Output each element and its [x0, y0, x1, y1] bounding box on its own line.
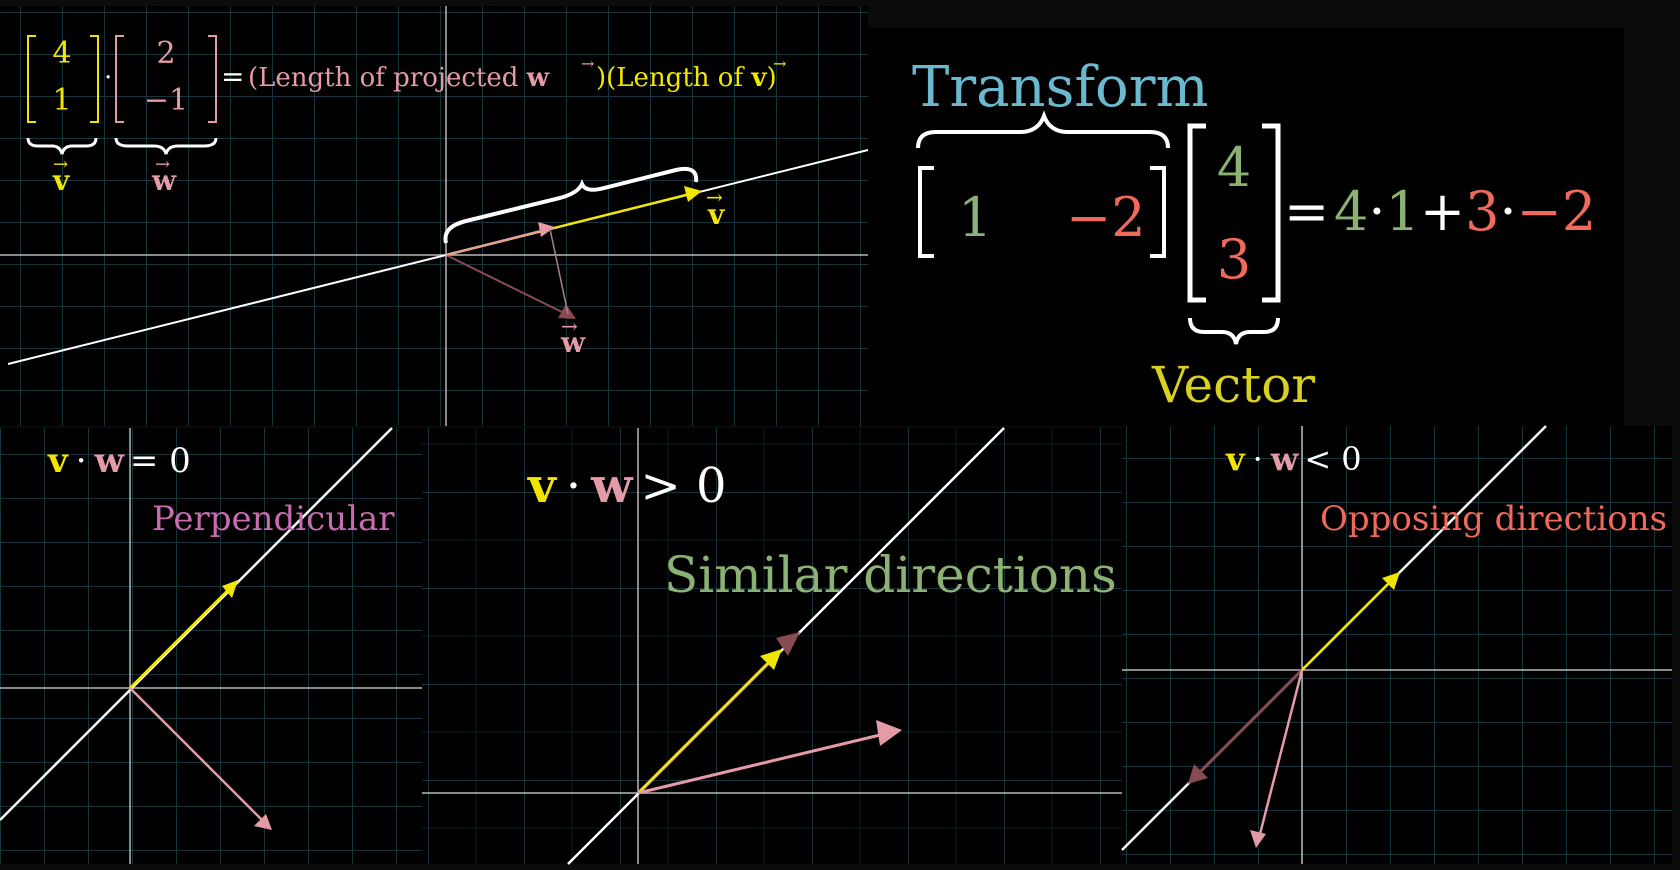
row-entry-2: −2 [1066, 186, 1146, 249]
panel-top-left: v → w → 4 1 · 2 −1 = (Length of projecte… [0, 6, 869, 426]
caption: Opposing directions [1320, 499, 1667, 539]
equals-sign: = [221, 60, 244, 93]
w-vector-head [1250, 830, 1266, 848]
v-entry-2: 1 [52, 83, 71, 118]
projected-w-vector [445, 229, 545, 256]
dot-operator: · [104, 63, 112, 93]
w-vector-head [254, 814, 272, 830]
label-w: w [560, 326, 586, 359]
transform-brace [916, 110, 1170, 149]
result-equals: = [1284, 180, 1329, 243]
v-entry-1: 4 [52, 36, 71, 71]
projected-w-head [538, 222, 555, 237]
panel-top-right: Transform 1 −2 4 3 = 4·1+3·−2 Vector [868, 28, 1624, 426]
w-entry-1: 2 [156, 36, 175, 71]
w-entry-2: −1 [144, 83, 188, 118]
w-vector [637, 733, 881, 795]
equation: v · w < 0 [1225, 440, 1362, 478]
w-projection-head [1188, 764, 1208, 784]
row-matrix-left-bracket [918, 166, 934, 258]
term-projected-length: (Length of projected w [248, 63, 550, 93]
v-vector-head [760, 649, 782, 670]
v-matrix: 4 1 [27, 35, 99, 123]
vector-label: Vector [1151, 356, 1315, 414]
w-under-label: w [151, 164, 177, 197]
v-vector [1301, 581, 1391, 671]
projection-drop-line [549, 228, 569, 315]
w-matrix: 2 −1 [115, 35, 217, 123]
length-brace [443, 166, 699, 244]
v-vector [129, 587, 231, 689]
col-vector-right-bracket [1262, 123, 1281, 303]
panel-bottom-left: v · w = 0 Perpendicular [0, 427, 422, 864]
label-v-arrow: → [706, 185, 723, 209]
caption: Perpendicular [152, 499, 395, 539]
v-brace [26, 137, 98, 155]
col-vector-left-bracket [1187, 123, 1206, 303]
v-vector-head [684, 186, 702, 202]
caption: Similar directions [664, 546, 1117, 604]
w-vector [445, 254, 567, 315]
v-under-label: v [52, 164, 70, 197]
reference-line [0, 427, 393, 821]
w-under-arrow: → [155, 154, 170, 175]
w-projection-vector [1198, 668, 1304, 774]
term-w-arrow: → [581, 54, 594, 73]
w-vector [1258, 669, 1304, 835]
row-entry-1: 1 [958, 186, 992, 249]
w-vector [129, 687, 263, 821]
row-matrix-right-bracket [1150, 166, 1166, 258]
result-expression: 4·1+3·−2 [1334, 180, 1596, 243]
label-w-arrow: → [561, 314, 578, 338]
v-vector-head [1382, 572, 1400, 590]
term-v-length: )(Length of v) [596, 63, 777, 93]
w-projection-head [776, 632, 800, 656]
panel-bottom-right: v · w < 0 Opposing directions [1121, 425, 1672, 864]
transform-label: Transform [912, 55, 1209, 120]
v-under-arrow: → [53, 154, 68, 175]
w-brace [114, 137, 218, 155]
v-vector [637, 658, 773, 794]
col-entry-2: 3 [1217, 228, 1251, 291]
w-vector-head [876, 720, 902, 746]
term-v-arrow: → [773, 54, 786, 73]
col-entry-1: 4 [1217, 136, 1251, 199]
vector-brace [1188, 317, 1280, 345]
label-v: v [707, 198, 725, 231]
projection-line [7, 149, 869, 365]
equation: v · w > 0 [527, 458, 727, 514]
equation: v · w = 0 [47, 441, 191, 481]
v-vector-head [222, 580, 238, 598]
panel-bottom-middle: v · w > 0 Similar directions [422, 427, 1122, 865]
